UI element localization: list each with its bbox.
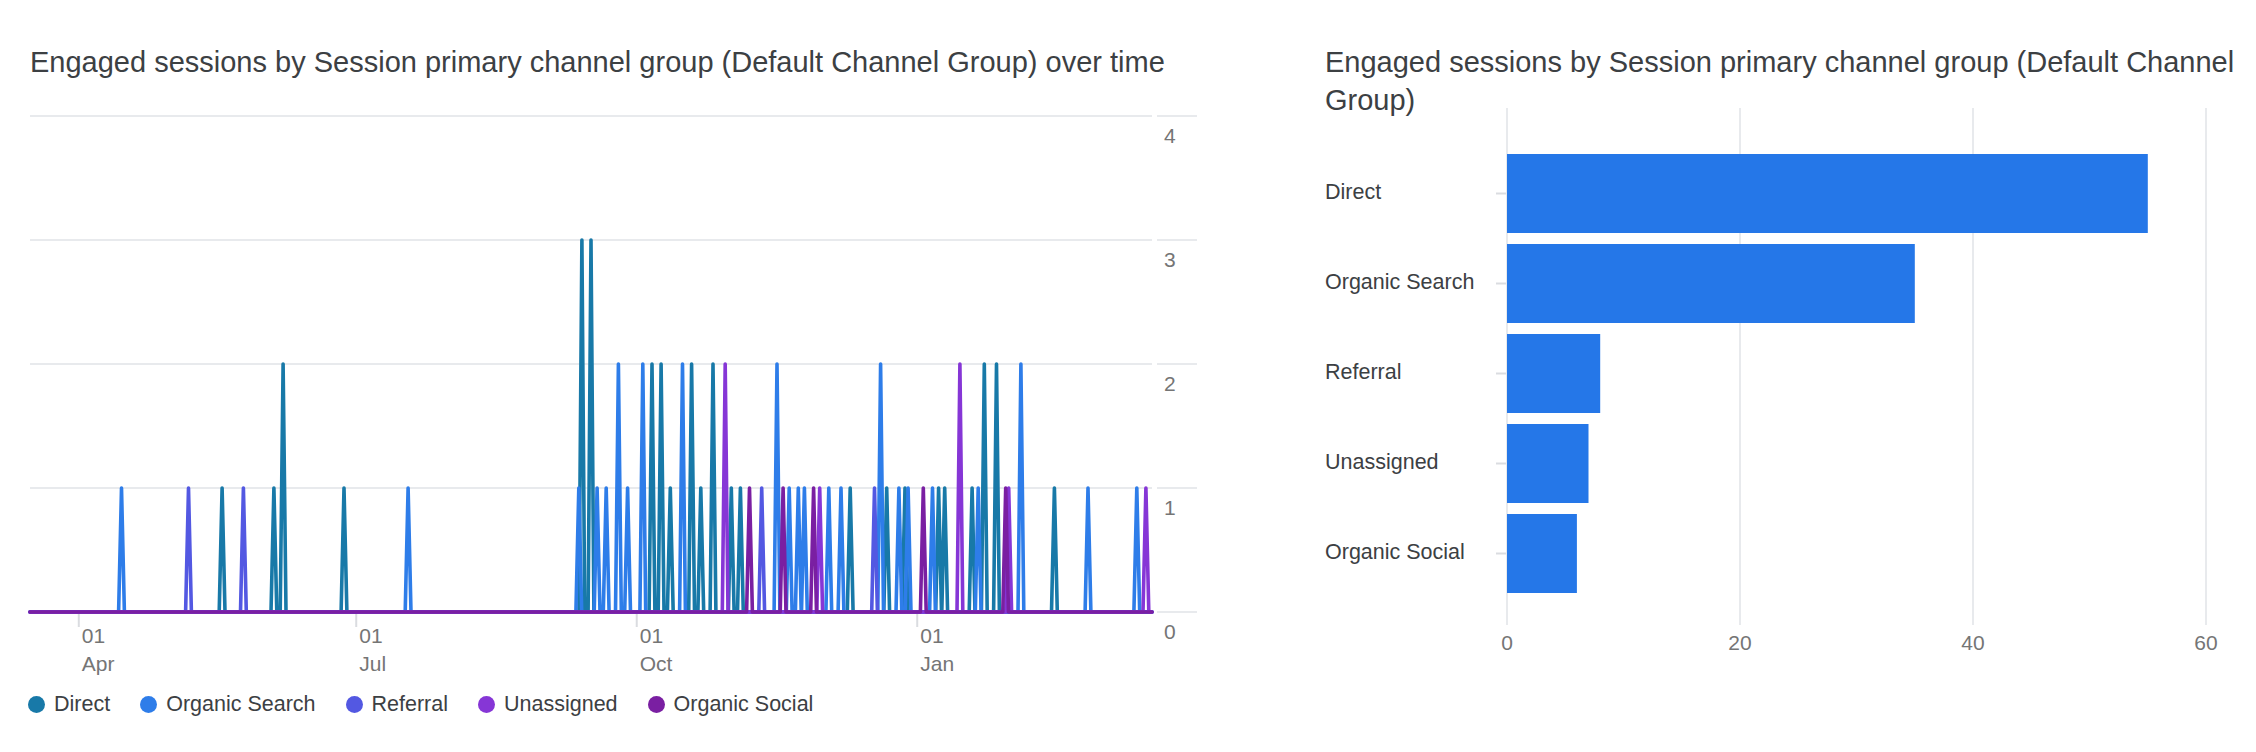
bar-label-organic-search: Organic Search xyxy=(1325,270,1500,295)
x-axis-value-label-20: 20 xyxy=(1710,631,1770,655)
legend-item-referral[interactable]: Referral xyxy=(346,692,448,717)
bar-organic-search[interactable] xyxy=(1507,244,1915,323)
x-axis-value-label-0: 0 xyxy=(1477,631,1537,655)
bar-label-referral: Referral xyxy=(1325,360,1500,385)
y-axis-label-1: 1 xyxy=(1164,496,1176,520)
x-axis-label-month: Oct xyxy=(640,650,673,678)
x-axis-label-jul: 01Jul xyxy=(359,622,386,678)
legend-label-unassigned: Unassigned xyxy=(504,692,618,717)
x-axis-label-jan: 01Jan xyxy=(920,622,954,678)
legend-label-direct: Direct xyxy=(54,692,110,717)
y-axis-label-3: 3 xyxy=(1164,248,1176,272)
x-axis-label-apr: 01Apr xyxy=(82,622,115,678)
y-axis-label-0: 0 xyxy=(1164,620,1176,644)
x-axis-value-label-60: 60 xyxy=(2176,631,2236,655)
legend-item-direct[interactable]: Direct xyxy=(28,692,110,717)
x-axis-label-month: Jul xyxy=(359,650,386,678)
series-line-direct[interactable] xyxy=(30,240,1152,612)
bar-unassigned[interactable] xyxy=(1507,424,1589,503)
bar-label-direct: Direct xyxy=(1325,180,1500,205)
legend-dot-direct xyxy=(28,696,45,713)
left-chart-legend: Direct Organic Search Referral Unassigned Or… xyxy=(28,692,813,717)
legend-label-organic-social: Organic Social xyxy=(674,692,814,717)
x-axis-label-month: Jan xyxy=(920,650,954,678)
y-axis-label-4: 4 xyxy=(1164,124,1176,148)
legend-dot-referral xyxy=(346,696,363,713)
legend-dot-organic-search xyxy=(140,696,157,713)
legend-label-organic-search: Organic Search xyxy=(166,692,315,717)
x-axis-label-month: Apr xyxy=(82,650,115,678)
x-axis-label-day: 01 xyxy=(359,622,386,650)
x-axis-label-day: 01 xyxy=(640,622,673,650)
legend-dot-unassigned xyxy=(478,696,495,713)
legend-item-organic-search[interactable]: Organic Search xyxy=(140,692,315,717)
bar-referral[interactable] xyxy=(1507,334,1600,413)
y-axis-label-2: 2 xyxy=(1164,372,1176,396)
bar-organic-social[interactable] xyxy=(1507,514,1577,593)
bar-label-organic-social: Organic Social xyxy=(1325,540,1500,565)
x-axis-value-label-40: 40 xyxy=(1943,631,2003,655)
x-axis-label-day: 01 xyxy=(920,622,954,650)
legend-item-organic-social[interactable]: Organic Social xyxy=(648,692,814,717)
charts-canvas xyxy=(0,0,2256,752)
legend-dot-organic-social xyxy=(648,696,665,713)
x-axis-label-oct: 01Oct xyxy=(640,622,673,678)
x-axis-label-day: 01 xyxy=(82,622,115,650)
bar-label-unassigned: Unassigned xyxy=(1325,450,1500,475)
legend-item-unassigned[interactable]: Unassigned xyxy=(478,692,618,717)
bar-direct[interactable] xyxy=(1507,154,2148,233)
legend-label-referral: Referral xyxy=(372,692,448,717)
page-root: { "chart_data": [ { "type": "line", "tit… xyxy=(0,0,2256,752)
